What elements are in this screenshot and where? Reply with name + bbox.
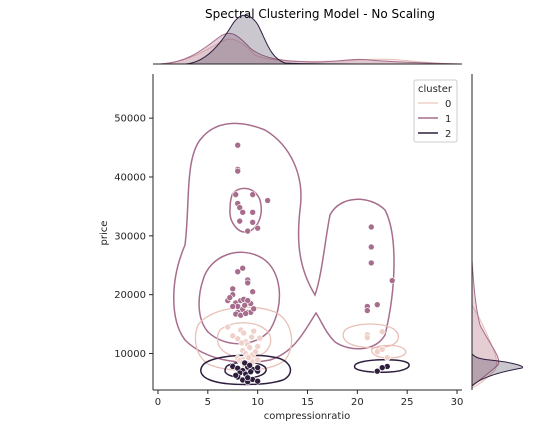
x-tick-label: 15 bbox=[301, 397, 314, 408]
scatter-point-cluster-1 bbox=[244, 227, 251, 235]
scatter-point-cluster-2 bbox=[373, 367, 381, 375]
x-tick-label: 25 bbox=[401, 397, 414, 408]
scatter-point-cluster-1 bbox=[234, 268, 242, 276]
contour-cluster-1-mid bbox=[198, 251, 281, 345]
scatter-point-cluster-1 bbox=[234, 167, 242, 175]
scatter-point-cluster-1 bbox=[364, 307, 371, 314]
scatter-point-cluster-0 bbox=[254, 356, 261, 364]
scatter-points bbox=[224, 141, 396, 386]
legend-box bbox=[413, 79, 458, 143]
scatter-point-cluster-1 bbox=[232, 191, 240, 198]
x-tick-label: 30 bbox=[451, 397, 464, 408]
legend: cluster 0 1 2 bbox=[413, 79, 458, 143]
scatter-point-cluster-1 bbox=[234, 141, 242, 149]
scatter-point-cluster-0 bbox=[246, 344, 253, 351]
chart-title: Spectral Clustering Model - No Scaling bbox=[205, 7, 435, 21]
y-ticks: 10000 20000 30000 40000 50000 bbox=[114, 114, 153, 360]
right-kde-cluster-0 bbox=[471, 303, 498, 389]
scatter-point-cluster-0 bbox=[224, 323, 232, 331]
scatter-point-cluster-1 bbox=[249, 191, 256, 198]
scatter-point-cluster-1 bbox=[226, 294, 234, 301]
x-tick-label: 20 bbox=[351, 397, 364, 408]
scatter-point-cluster-2 bbox=[232, 371, 240, 379]
scatter-point-cluster-0 bbox=[250, 327, 257, 335]
scatter-point-cluster-2 bbox=[247, 368, 254, 376]
contour-cluster-2-right bbox=[353, 359, 410, 373]
legend-title: cluster bbox=[418, 84, 453, 95]
scatter-point-cluster-2 bbox=[378, 364, 386, 371]
scatter-point-cluster-2 bbox=[254, 377, 261, 385]
scatter-point-cluster-1 bbox=[229, 285, 237, 293]
contour-cluster-0-right bbox=[342, 323, 399, 349]
scatter-point-cluster-1 bbox=[236, 217, 244, 225]
x-tick-label: 0 bbox=[155, 397, 161, 408]
scatter-point-cluster-1 bbox=[388, 277, 396, 284]
scatter-point-cluster-1 bbox=[229, 303, 237, 310]
scatter-point-cluster-0 bbox=[248, 333, 255, 341]
scatter-point-cluster-2 bbox=[254, 364, 261, 371]
right-marginal-plot bbox=[471, 74, 524, 390]
scatter-point-cluster-1 bbox=[367, 259, 375, 267]
scatter-point-cluster-1 bbox=[367, 243, 375, 251]
scatter-point-cluster-1 bbox=[239, 208, 247, 216]
scatter-point-cluster-1 bbox=[249, 288, 256, 296]
scatter-point-cluster-0 bbox=[238, 339, 246, 347]
scatter-point-cluster-1 bbox=[236, 204, 244, 211]
right-kde-cluster-1 bbox=[471, 259, 500, 388]
top-marginal-plot bbox=[153, 14, 462, 65]
kde-contours bbox=[173, 122, 410, 386]
y-tick-label: 10000 bbox=[114, 349, 146, 360]
scatter-point-cluster-1 bbox=[373, 301, 381, 308]
scatter-point-cluster-1 bbox=[254, 224, 261, 232]
scatter-point-cluster-1 bbox=[264, 197, 271, 204]
scatter-point-cluster-0 bbox=[245, 354, 252, 361]
top-kde-cluster-1 bbox=[159, 32, 461, 65]
x-ticks: 0 5 10 15 20 25 30 bbox=[155, 390, 464, 408]
scatter-point-cluster-0 bbox=[229, 332, 237, 340]
scatter-point-cluster-0 bbox=[383, 354, 391, 361]
legend-label-0: 0 bbox=[445, 99, 451, 110]
scatter-point-cluster-1 bbox=[249, 218, 256, 226]
legend-label-1: 1 bbox=[445, 114, 451, 125]
scatter-point-cluster-0 bbox=[378, 346, 386, 353]
scatter-point-cluster-0 bbox=[364, 334, 371, 341]
scatter-point-cluster-1 bbox=[244, 279, 251, 287]
scatter-point-cluster-0 bbox=[252, 348, 259, 356]
scatter-point-cluster-1 bbox=[244, 297, 251, 304]
scatter-point-cluster-1 bbox=[249, 208, 256, 216]
right-kde-cluster-2 bbox=[471, 352, 524, 388]
scatter-point-cluster-1 bbox=[241, 301, 249, 309]
scatter-point-cluster-1 bbox=[250, 305, 257, 313]
y-tick-label: 30000 bbox=[114, 231, 146, 242]
top-kde-cluster-2 bbox=[184, 14, 461, 65]
scatter-point-cluster-1 bbox=[242, 310, 249, 317]
contour-cluster-0-right-small bbox=[371, 344, 407, 359]
y-tick-label: 50000 bbox=[114, 114, 146, 125]
y-axis-label: price bbox=[99, 221, 110, 246]
x-axis-label: compressionratio bbox=[264, 411, 350, 422]
scatter-point-cluster-0 bbox=[234, 335, 242, 343]
scatter-point-cluster-1 bbox=[239, 264, 247, 272]
scatter-point-cluster-1 bbox=[367, 223, 375, 231]
y-tick-label: 40000 bbox=[114, 172, 146, 183]
legend-label-2: 2 bbox=[445, 129, 451, 140]
scatter-point-cluster-0 bbox=[378, 328, 386, 336]
y-tick-label: 20000 bbox=[114, 290, 146, 301]
scatter-point-cluster-2 bbox=[246, 361, 253, 369]
x-tick-label: 5 bbox=[205, 397, 211, 408]
scatter-point-cluster-0 bbox=[256, 334, 263, 342]
scatter-point-cluster-2 bbox=[244, 374, 251, 381]
contour-cluster-1-outer-left bbox=[173, 122, 395, 363]
scatter-point-cluster-0 bbox=[240, 329, 248, 337]
x-tick-label: 10 bbox=[251, 397, 264, 408]
